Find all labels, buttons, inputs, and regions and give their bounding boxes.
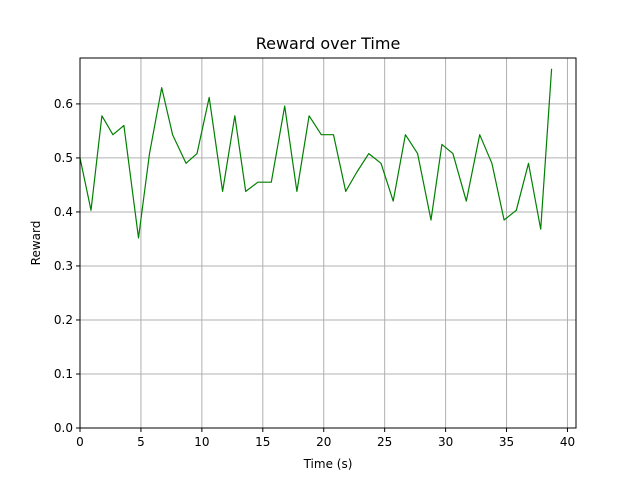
x-tick-label: 10 (194, 435, 209, 449)
x-axis-label: Time (s) (303, 457, 353, 471)
y-axis-label: Reward (29, 221, 43, 266)
x-tick-label: 35 (499, 435, 514, 449)
x-tick-label: 40 (560, 435, 575, 449)
plot-frame (79, 57, 577, 429)
y-tick-label: 0.0 (54, 421, 73, 435)
x-tick-label: 5 (137, 435, 145, 449)
grid-lines (79, 58, 576, 429)
y-tick-label: 0.5 (54, 151, 73, 165)
y-tick-label: 0.3 (54, 259, 73, 273)
x-tick-label: 25 (377, 435, 392, 449)
y-tick-label: 0.2 (54, 313, 73, 327)
reward-series-line (79, 68, 553, 239)
x-tick-label: 15 (255, 435, 270, 449)
y-axis-ticks: 0.0 0.1 0.2 0.3 0.4 0.5 0.6 (54, 97, 80, 435)
y-tick-label: 0.1 (54, 367, 73, 381)
x-tick-label: 30 (438, 435, 453, 449)
x-axis-ticks: 0 5 10 15 20 25 30 35 40 (76, 428, 575, 449)
y-tick-label: 0.4 (54, 205, 73, 219)
series-layer (79, 68, 553, 239)
y-tick-label: 0.6 (54, 97, 73, 111)
x-tick-label: 0 (76, 435, 84, 449)
x-tick-label: 20 (316, 435, 331, 449)
chart-title: Reward over Time (256, 34, 401, 53)
